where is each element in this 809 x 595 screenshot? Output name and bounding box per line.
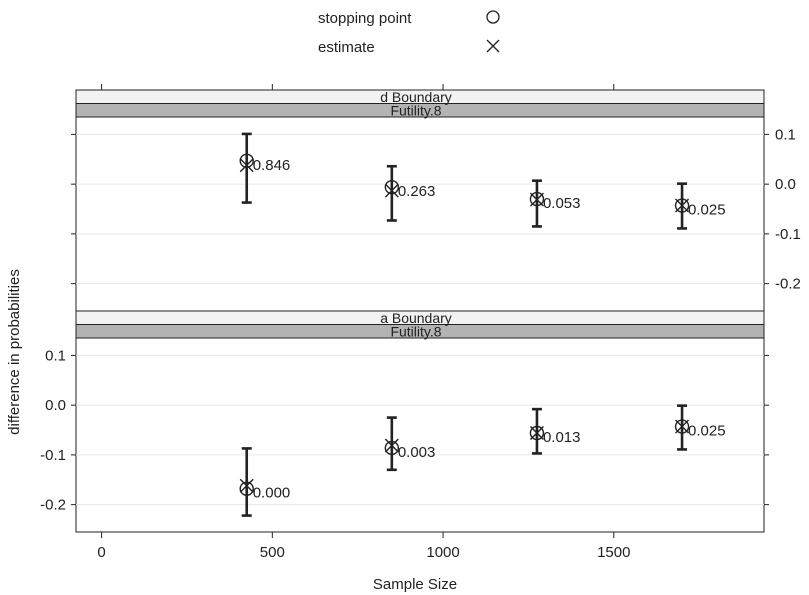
plot-frame: d BoundaryFutility.80.10.0-0.1-0.20.8460… <box>40 84 801 561</box>
y-tick-label: -0.2 <box>40 497 66 514</box>
estimate-marker-stroke <box>384 438 399 453</box>
estimate-marker-stroke <box>529 192 544 207</box>
y-tick-label: 0.0 <box>45 397 66 414</box>
strip-label: a Boundary <box>380 310 452 326</box>
y-tick-label: -0.2 <box>775 276 801 293</box>
legend-marker-circle <box>486 10 500 24</box>
y-tick-label: -0.1 <box>775 226 801 243</box>
point-label: 0.846 <box>253 157 291 174</box>
x-tick-label: 500 <box>260 544 285 561</box>
stopping-point-marker <box>239 153 254 168</box>
estimate-marker <box>239 158 254 173</box>
y-tick-label: 0.1 <box>45 347 66 364</box>
x-tick-label: 0 <box>97 544 105 561</box>
estimate-marker-stroke <box>675 419 690 434</box>
y-tick-label: -0.1 <box>40 447 66 464</box>
legend: stopping point estimate <box>318 10 500 56</box>
legend-marker-x <box>486 39 500 53</box>
estimate-marker <box>384 438 399 453</box>
y-axis-title: difference in probabilities <box>6 269 23 435</box>
strip-label: Futility.8 <box>390 324 441 340</box>
point-label: 0.025 <box>688 423 726 440</box>
estimate-marker <box>529 192 544 207</box>
stopping-point-marker <box>384 440 400 456</box>
stopping-point-marker <box>384 179 400 195</box>
estimate-marker-stroke <box>529 426 544 441</box>
estimate-marker <box>675 419 690 434</box>
estimate-marker <box>239 478 254 493</box>
point-label: 0.263 <box>398 183 436 200</box>
estimate-marker-stroke <box>384 183 399 198</box>
y-tick-label: 0.0 <box>775 176 796 193</box>
estimate-marker-stroke <box>239 478 254 493</box>
stopping-point-marker <box>674 419 690 434</box>
stopping-point-marker <box>239 481 254 496</box>
x-axis-title: Sample Size <box>373 576 457 593</box>
panel-border <box>75 116 765 312</box>
strip-label: d Boundary <box>380 89 452 105</box>
panel-border <box>75 337 765 533</box>
x-tick-label: 1000 <box>426 544 459 561</box>
stopping-point-marker <box>529 191 545 207</box>
estimate-marker <box>384 183 399 198</box>
legend-label-estimate: estimate <box>318 39 375 56</box>
point-label: 0.013 <box>543 429 581 446</box>
stopping-point-marker <box>529 425 545 441</box>
point-label: 0.000 <box>253 485 291 502</box>
estimate-marker-stroke <box>675 198 690 213</box>
point-label: 0.053 <box>543 195 581 212</box>
legend-label-stopping-point: stopping point <box>318 10 412 27</box>
stopping-point-marker <box>674 198 690 213</box>
estimate-marker <box>675 198 690 213</box>
strip-label: Futility.8 <box>390 103 441 119</box>
y-tick-label: 0.1 <box>775 126 796 143</box>
point-label: 0.003 <box>398 444 436 461</box>
estimate-marker <box>529 426 544 441</box>
point-label: 0.025 <box>688 202 726 219</box>
x-tick-label: 1500 <box>597 544 630 561</box>
estimate-marker-stroke <box>239 158 254 173</box>
